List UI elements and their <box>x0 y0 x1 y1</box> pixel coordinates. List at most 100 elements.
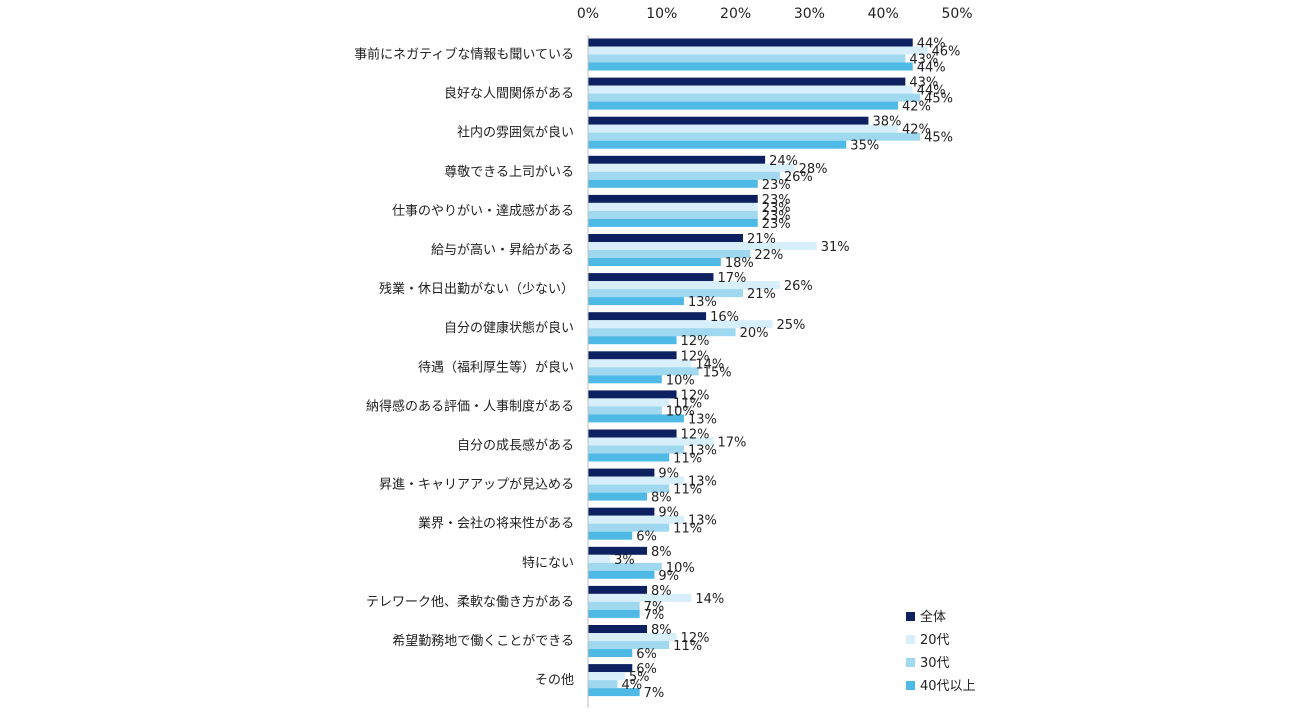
data-label: 14% <box>695 357 724 372</box>
bar <box>588 664 633 673</box>
category-label: 特にない <box>522 556 574 571</box>
data-label: 24% <box>769 154 798 169</box>
category-label: 尊敬できる上司がいる <box>444 164 574 180</box>
x-tick-label: 40% <box>868 6 899 22</box>
bar <box>588 155 766 164</box>
category-label: テレワーク他、柔軟な働き方がある <box>366 594 574 610</box>
category-label: 業界・会社の将来性がある <box>418 516 574 532</box>
bar <box>588 163 795 172</box>
bar <box>588 680 618 689</box>
data-label: 23% <box>762 217 791 232</box>
data-label: 6% <box>636 530 657 545</box>
data-label: 11% <box>673 452 702 467</box>
data-label: 22% <box>754 248 783 263</box>
data-label: 11% <box>673 483 702 498</box>
category-label: 待遇（福利厚生等）が良い <box>418 359 574 375</box>
bar <box>588 202 758 211</box>
x-tick-label: 50% <box>941 6 972 22</box>
x-tick-label: 0% <box>577 6 599 22</box>
category-label: 自分の成長感がある <box>457 438 574 454</box>
data-label: 6% <box>636 662 657 677</box>
data-label: 13% <box>688 295 717 310</box>
bar <box>588 273 714 282</box>
data-label: 45% <box>924 92 953 107</box>
data-label: 15% <box>703 365 732 380</box>
data-label: 20% <box>740 326 769 341</box>
legend-label: 20代 <box>920 633 950 648</box>
bar <box>588 320 773 329</box>
bar <box>588 54 906 63</box>
bar <box>588 281 780 290</box>
data-label: 8% <box>651 545 672 560</box>
category-label: 事前にネガティブな情報も聞いている <box>354 47 574 63</box>
data-label: 38% <box>872 115 901 130</box>
bar <box>588 77 906 86</box>
bar <box>588 562 662 571</box>
legend-swatch <box>906 612 915 621</box>
bar <box>588 406 662 415</box>
bar <box>588 258 721 266</box>
data-label: 9% <box>658 569 679 584</box>
legend: 全体 20代 30代 40代以上 <box>906 609 976 694</box>
data-label: 10% <box>666 373 695 388</box>
data-label: 7% <box>644 600 665 615</box>
bar <box>588 234 743 242</box>
data-label: 6% <box>636 647 657 662</box>
data-label: 12% <box>681 388 710 403</box>
bar <box>588 531 633 540</box>
bar <box>588 218 758 227</box>
category-label: その他 <box>535 673 574 688</box>
bar <box>588 46 928 55</box>
data-label: 23% <box>762 209 791 224</box>
data-label: 43% <box>909 53 938 68</box>
bar <box>588 484 670 493</box>
bar <box>588 367 699 376</box>
data-label: 44% <box>917 61 946 76</box>
category-label: 残業・休日出勤がない（少ない） <box>379 281 574 297</box>
data-label: 16% <box>710 310 739 325</box>
bar <box>588 297 684 306</box>
bar <box>588 601 640 610</box>
data-label: 45% <box>924 131 953 146</box>
legend-swatch <box>906 635 915 644</box>
bar <box>588 398 670 407</box>
data-label: 5% <box>629 670 650 685</box>
category-label: 仕事のやりがい・達成感がある <box>392 203 574 219</box>
bar <box>588 242 817 250</box>
bar <box>588 414 684 423</box>
data-label: 31% <box>821 240 850 255</box>
data-label: 13% <box>688 444 717 459</box>
bar <box>588 140 847 149</box>
category-label: 昇進・キャリアアップが見込める <box>379 478 574 493</box>
bar <box>588 507 655 516</box>
bar <box>588 328 736 337</box>
category-label: 自分の健康状態が良い <box>444 320 574 336</box>
bar <box>588 633 677 641</box>
bar <box>588 250 751 258</box>
bar <box>588 625 648 633</box>
data-label: 12% <box>681 349 710 364</box>
data-label: 10% <box>666 404 695 419</box>
bar <box>588 390 677 399</box>
bar <box>588 641 670 649</box>
data-label: 23% <box>762 178 791 193</box>
bar <box>588 453 670 462</box>
data-label: 17% <box>717 271 746 286</box>
bar <box>588 546 648 555</box>
data-label: 7% <box>644 686 665 701</box>
data-label: 26% <box>784 279 813 294</box>
bar <box>588 194 758 203</box>
x-tick-label: 10% <box>646 6 677 22</box>
data-label: 17% <box>717 436 746 451</box>
data-label: 9% <box>658 506 679 521</box>
data-label: 44% <box>917 37 946 52</box>
data-label: 21% <box>747 232 776 247</box>
bar <box>588 171 780 180</box>
bar <box>588 351 677 360</box>
data-label: 46% <box>931 45 960 60</box>
bar <box>588 476 684 485</box>
bar <box>588 649 633 657</box>
data-label: 4% <box>622 678 643 693</box>
bars <box>588 38 928 697</box>
